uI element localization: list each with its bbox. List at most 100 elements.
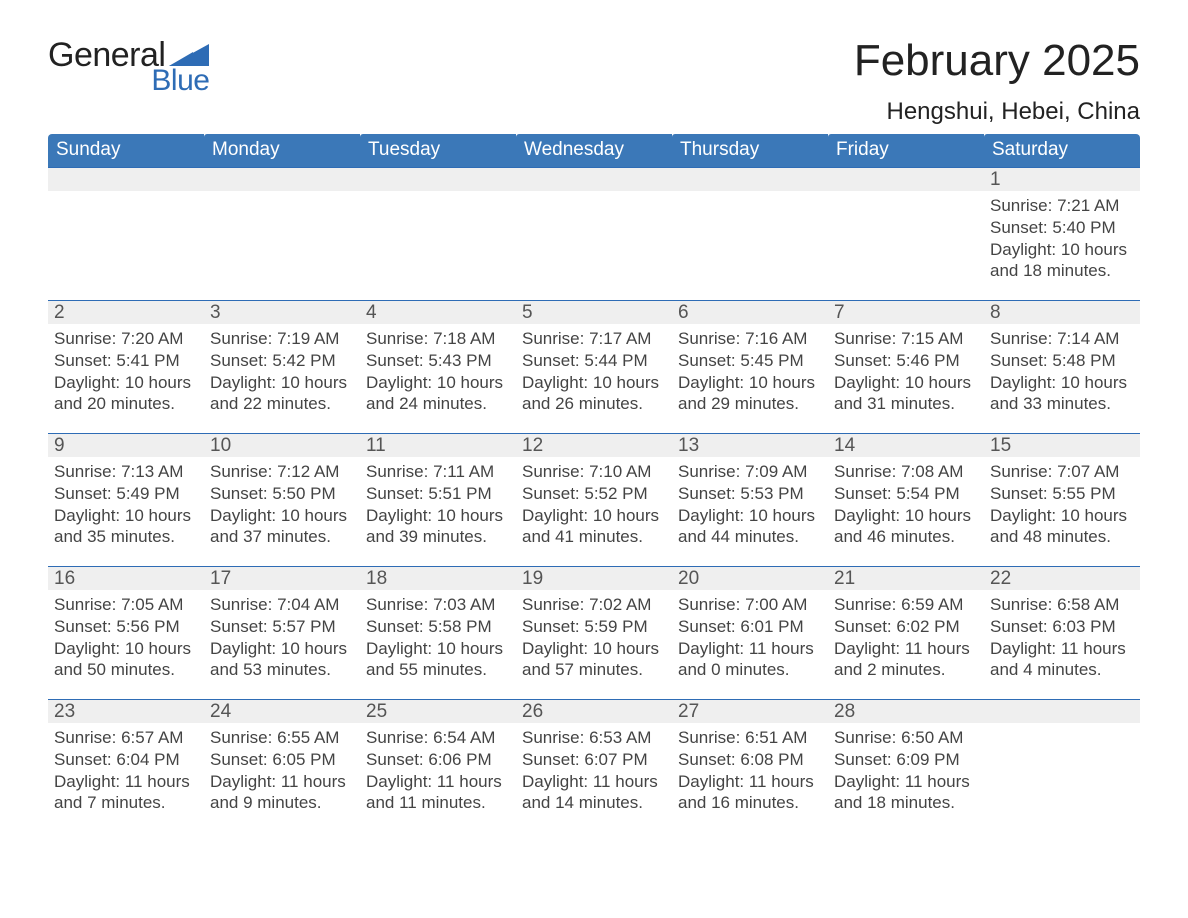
day-number: 6 (672, 301, 828, 324)
calendar-day-cell: 4 Sunrise: 7:18 AMSunset: 5:43 PMDaylight… (360, 301, 516, 434)
calendar-empty-cell (828, 168, 984, 301)
day-details: Sunrise: 7:19 AMSunset: 5:42 PMDaylight:… (210, 328, 354, 415)
weekday-header: Sunday (48, 134, 204, 168)
day-details: Sunrise: 6:51 AMSunset: 6:08 PMDaylight:… (678, 727, 822, 814)
sunset-line: Sunset: 5:49 PM (54, 483, 198, 505)
sunrise-line: Sunrise: 7:21 AM (990, 195, 1134, 217)
sunrise-line: Sunrise: 6:50 AM (834, 727, 978, 749)
sunset-line: Sunset: 5:58 PM (366, 616, 510, 638)
day-details: Sunrise: 7:12 AMSunset: 5:50 PMDaylight:… (210, 461, 354, 548)
sunset-line: Sunset: 5:51 PM (366, 483, 510, 505)
sunrise-line: Sunrise: 6:54 AM (366, 727, 510, 749)
calendar-week-row: 1Sunrise: 7:21 AMSunset: 5:40 PMDaylight… (48, 168, 1140, 301)
calendar-day-cell: 17Sunrise: 7:04 AMSunset: 5:57 PMDayligh… (204, 567, 360, 700)
day-number (516, 168, 672, 191)
sunrise-line: Sunrise: 7:00 AM (678, 594, 822, 616)
sunrise-line: Sunrise: 7:18 AM (366, 328, 510, 350)
calendar-day-cell: 22Sunrise: 6:58 AMSunset: 6:03 PMDayligh… (984, 567, 1140, 700)
day-details: Sunrise: 7:17 AMSunset: 5:44 PMDaylight:… (522, 328, 666, 415)
calendar-day-cell: 27Sunrise: 6:51 AMSunset: 6:08 PMDayligh… (672, 700, 828, 833)
daylight-line: Daylight: 11 hours and 14 minutes. (522, 771, 666, 815)
day-details: Sunrise: 7:00 AMSunset: 6:01 PMDaylight:… (678, 594, 822, 681)
calendar-day-cell: 10Sunrise: 7:12 AMSunset: 5:50 PMDayligh… (204, 434, 360, 567)
day-details: Sunrise: 7:21 AMSunset: 5:40 PMDaylight:… (990, 195, 1134, 282)
day-number: 8 (984, 301, 1140, 324)
calendar-week-row: 23 Sunrise: 6:57 AMSunset: 6:04 PMDayligh… (48, 700, 1140, 833)
day-details: Sunrise: 7:13 AMSunset: 5:49 PMDaylight:… (54, 461, 198, 548)
calendar-day-cell: 8Sunrise: 7:14 AMSunset: 5:48 PMDaylight… (984, 301, 1140, 434)
day-number: 20 (672, 567, 828, 590)
daylight-line: Daylight: 11 hours and 7 minutes. (54, 771, 198, 815)
day-number: 22 (984, 567, 1140, 590)
daylight-line: Daylight: 10 hours and 18 minutes. (990, 239, 1134, 283)
calendar-empty-cell (48, 168, 204, 301)
daylight-line: Daylight: 10 hours and 31 minutes. (834, 372, 978, 416)
day-number: 24 (204, 700, 360, 723)
sunset-line: Sunset: 5:57 PM (210, 616, 354, 638)
sunset-line: Sunset: 6:06 PM (366, 749, 510, 771)
sunset-line: Sunset: 6:09 PM (834, 749, 978, 771)
sunrise-line: Sunrise: 6:55 AM (210, 727, 354, 749)
daylight-line: Daylight: 10 hours and 48 minutes. (990, 505, 1134, 549)
daylight-line: Daylight: 10 hours and 24 minutes. (366, 372, 510, 416)
sunset-line: Sunset: 5:55 PM (990, 483, 1134, 505)
sunset-line: Sunset: 6:08 PM (678, 749, 822, 771)
sunrise-line: Sunrise: 7:14 AM (990, 328, 1134, 350)
sunrise-line: Sunrise: 7:09 AM (678, 461, 822, 483)
day-number (828, 168, 984, 191)
day-details: Sunrise: 6:59 AMSunset: 6:02 PMDaylight:… (834, 594, 978, 681)
weekday-header-row: SundayMondayTuesdayWednesdayThursdayFrid… (48, 134, 1140, 168)
sunset-line: Sunset: 6:01 PM (678, 616, 822, 638)
sunset-line: Sunset: 5:45 PM (678, 350, 822, 372)
calendar-day-cell: 1Sunrise: 7:21 AMSunset: 5:40 PMDaylight… (984, 168, 1140, 301)
day-details: Sunrise: 6:57 AMSunset: 6:04 PMDaylight:… (54, 727, 198, 814)
calendar-day-cell: 5 Sunrise: 7:17 AMSunset: 5:44 PMDaylight… (516, 301, 672, 434)
day-number: 19 (516, 567, 672, 590)
calendar-day-cell: 6Sunrise: 7:16 AMSunset: 5:45 PMDaylight… (672, 301, 828, 434)
day-number: 23 (48, 700, 204, 723)
daylight-line: Daylight: 10 hours and 22 minutes. (210, 372, 354, 416)
sunrise-line: Sunrise: 6:53 AM (522, 727, 666, 749)
calendar-day-cell: 7Sunrise: 7:15 AMSunset: 5:46 PMDaylight… (828, 301, 984, 434)
sunset-line: Sunset: 5:53 PM (678, 483, 822, 505)
calendar-day-cell: 2Sunrise: 7:20 AMSunset: 5:41 PMDaylight… (48, 301, 204, 434)
day-number: 5 (516, 301, 672, 324)
day-details: Sunrise: 6:53 AMSunset: 6:07 PMDaylight:… (522, 727, 666, 814)
sunrise-line: Sunrise: 7:10 AM (522, 461, 666, 483)
day-number: 3 (204, 301, 360, 324)
sunrise-line: Sunrise: 7:19 AM (210, 328, 354, 350)
daylight-line: Daylight: 11 hours and 16 minutes. (678, 771, 822, 815)
day-number (48, 168, 204, 191)
daylight-line: Daylight: 11 hours and 0 minutes. (678, 638, 822, 682)
sunset-line: Sunset: 5:52 PM (522, 483, 666, 505)
sunrise-line: Sunrise: 7:04 AM (210, 594, 354, 616)
day-number: 12 (516, 434, 672, 457)
day-details: Sunrise: 7:11 AMSunset: 5:51 PMDaylight:… (366, 461, 510, 548)
daylight-line: Daylight: 11 hours and 9 minutes. (210, 771, 354, 815)
calendar-week-row: 2Sunrise: 7:20 AMSunset: 5:41 PMDaylight… (48, 301, 1140, 434)
day-details: Sunrise: 7:18 AMSunset: 5:43 PMDaylight:… (366, 328, 510, 415)
sunset-line: Sunset: 5:42 PM (210, 350, 354, 372)
sunrise-line: Sunrise: 7:11 AM (366, 461, 510, 483)
sunrise-line: Sunrise: 7:13 AM (54, 461, 198, 483)
sunrise-line: Sunrise: 7:07 AM (990, 461, 1134, 483)
daylight-line: Daylight: 10 hours and 50 minutes. (54, 638, 198, 682)
daylight-line: Daylight: 11 hours and 4 minutes. (990, 638, 1134, 682)
sunrise-line: Sunrise: 7:20 AM (54, 328, 198, 350)
sunrise-line: Sunrise: 7:15 AM (834, 328, 978, 350)
sunset-line: Sunset: 5:56 PM (54, 616, 198, 638)
day-number: 25 (360, 700, 516, 723)
calendar-empty-cell (516, 168, 672, 301)
day-number: 16 (48, 567, 204, 590)
day-number: 17 (204, 567, 360, 590)
location-label: Hengshui, Hebei, China (854, 98, 1140, 126)
day-number: 28 (828, 700, 984, 723)
day-number: 4 (360, 301, 516, 324)
page-title: February 2025 (854, 38, 1140, 84)
sunrise-line: Sunrise: 7:12 AM (210, 461, 354, 483)
daylight-line: Daylight: 11 hours and 2 minutes. (834, 638, 978, 682)
day-details: Sunrise: 7:20 AMSunset: 5:41 PMDaylight:… (54, 328, 198, 415)
calendar-empty-cell (360, 168, 516, 301)
sunrise-line: Sunrise: 7:16 AM (678, 328, 822, 350)
calendar-day-cell: 24Sunrise: 6:55 AMSunset: 6:05 PMDayligh… (204, 700, 360, 833)
